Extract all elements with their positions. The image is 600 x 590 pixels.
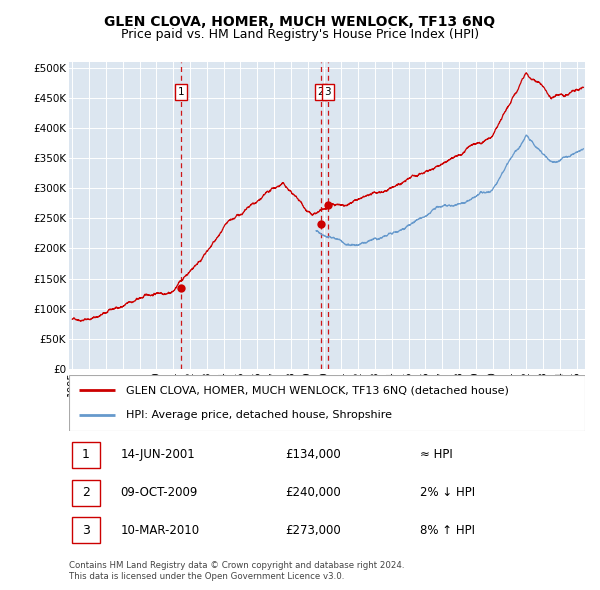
Text: 2: 2 — [82, 486, 90, 499]
Text: ≈ HPI: ≈ HPI — [420, 448, 452, 461]
Text: £240,000: £240,000 — [286, 486, 341, 499]
Text: Contains HM Land Registry data © Crown copyright and database right 2024.: Contains HM Land Registry data © Crown c… — [69, 560, 404, 569]
Text: HPI: Average price, detached house, Shropshire: HPI: Average price, detached house, Shro… — [126, 410, 392, 420]
FancyBboxPatch shape — [71, 442, 100, 468]
Text: 09-OCT-2009: 09-OCT-2009 — [121, 486, 198, 499]
Text: 10-MAR-2010: 10-MAR-2010 — [121, 524, 200, 537]
Text: This data is licensed under the Open Government Licence v3.0.: This data is licensed under the Open Gov… — [69, 572, 344, 581]
FancyBboxPatch shape — [71, 480, 100, 506]
FancyBboxPatch shape — [71, 517, 100, 543]
Text: 2% ↓ HPI: 2% ↓ HPI — [420, 486, 475, 499]
Text: 14-JUN-2001: 14-JUN-2001 — [121, 448, 196, 461]
Text: GLEN CLOVA, HOMER, MUCH WENLOCK, TF13 6NQ (detached house): GLEN CLOVA, HOMER, MUCH WENLOCK, TF13 6N… — [126, 385, 509, 395]
Text: 3: 3 — [82, 524, 90, 537]
Text: Price paid vs. HM Land Registry's House Price Index (HPI): Price paid vs. HM Land Registry's House … — [121, 28, 479, 41]
Text: £273,000: £273,000 — [286, 524, 341, 537]
FancyBboxPatch shape — [69, 375, 585, 431]
Text: GLEN CLOVA, HOMER, MUCH WENLOCK, TF13 6NQ: GLEN CLOVA, HOMER, MUCH WENLOCK, TF13 6N… — [104, 15, 496, 29]
Text: 8% ↑ HPI: 8% ↑ HPI — [420, 524, 475, 537]
Text: 1: 1 — [82, 448, 90, 461]
Text: 1: 1 — [178, 87, 184, 97]
Text: £134,000: £134,000 — [286, 448, 341, 461]
Text: 3: 3 — [325, 87, 331, 97]
Text: 2: 2 — [317, 87, 324, 97]
